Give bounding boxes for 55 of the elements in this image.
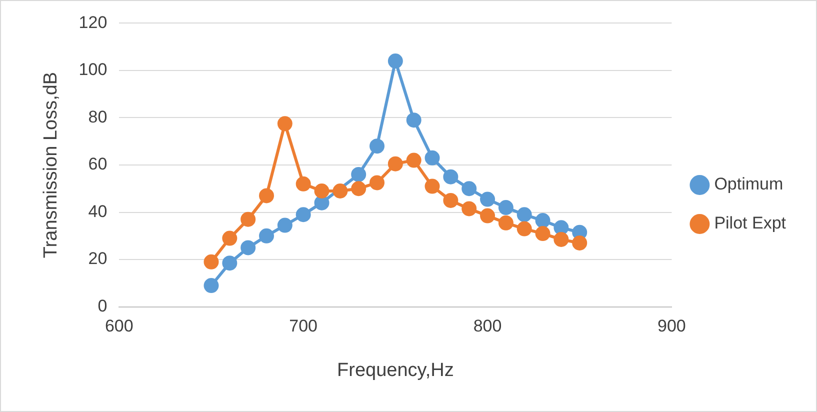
x-axis-title: Frequency,Hz <box>336 360 454 381</box>
x-tick-label: 800 <box>473 316 502 336</box>
point <box>554 220 569 236</box>
legend-label: Optimum <box>714 174 784 194</box>
point <box>535 213 550 228</box>
point <box>462 181 477 196</box>
point <box>498 200 514 216</box>
y-tick-label: 40 <box>88 202 108 221</box>
point <box>516 207 532 222</box>
point <box>296 207 311 222</box>
point <box>277 218 292 233</box>
point <box>314 195 330 210</box>
y-axis-title: Transmission Loss,dB <box>40 72 62 258</box>
point <box>424 150 440 166</box>
point <box>406 152 422 168</box>
point <box>259 188 274 204</box>
point <box>554 232 569 247</box>
point <box>351 166 366 182</box>
point <box>516 221 532 236</box>
x-tick-label: 900 <box>658 316 686 336</box>
point <box>296 176 311 192</box>
y-tick-label: 0 <box>98 296 108 316</box>
point <box>535 226 550 242</box>
point <box>314 183 330 198</box>
point <box>424 178 440 194</box>
point <box>443 192 458 208</box>
point <box>351 181 366 196</box>
point <box>443 169 458 184</box>
point <box>204 254 219 270</box>
point <box>332 183 348 198</box>
y-tick-label: 20 <box>88 249 108 268</box>
point <box>204 278 219 294</box>
point <box>388 54 403 69</box>
y-tick-label: 80 <box>88 107 108 126</box>
point <box>277 116 292 132</box>
point <box>222 230 238 246</box>
point <box>572 235 588 250</box>
point <box>222 256 238 271</box>
point <box>388 156 403 172</box>
point <box>240 240 256 256</box>
point <box>480 192 496 207</box>
y-tick-label: 120 <box>78 12 108 32</box>
point <box>462 201 477 216</box>
point <box>370 175 385 190</box>
point <box>406 112 422 128</box>
point <box>498 215 514 230</box>
point <box>480 208 496 224</box>
y-tick-label: 60 <box>88 154 108 174</box>
point <box>259 228 274 244</box>
legend-label: Pilot Expt <box>714 214 786 233</box>
y-tick-label: 100 <box>78 60 108 80</box>
point <box>370 138 385 154</box>
x-tick-label: 600 <box>104 316 134 336</box>
point <box>240 212 256 227</box>
x-tick-label: 700 <box>289 316 318 336</box>
